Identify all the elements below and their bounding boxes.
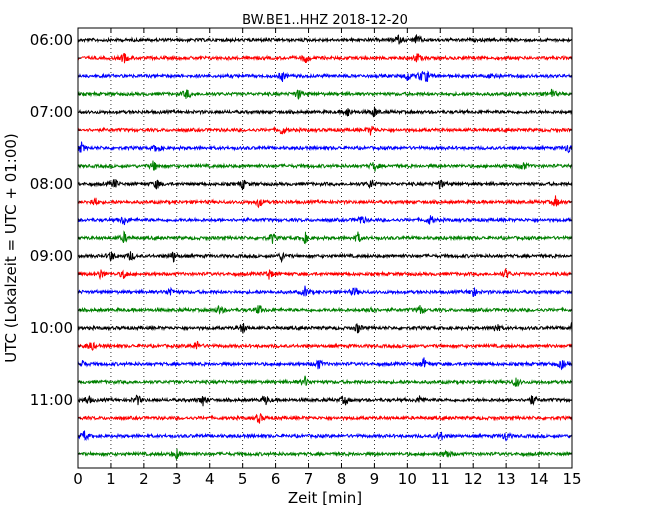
trace-1000 <box>77 322 573 334</box>
vertical-grid <box>110 28 540 468</box>
y-tick-label-5: 11:00 <box>30 391 73 409</box>
y-tick-label-1: 07:00 <box>30 103 73 121</box>
y-axis-label: UTC (Lokalzeit = UTC + 01:00) <box>2 133 20 363</box>
trace-1045 <box>77 375 573 388</box>
trace-0845 <box>77 230 573 245</box>
x-tick-label-7: 7 <box>304 470 314 488</box>
x-axis-label: Zeit [min] <box>288 489 362 507</box>
x-tick-label-15: 15 <box>562 470 581 488</box>
trace-0730 <box>77 141 573 154</box>
x-tick-label-11: 11 <box>431 470 450 488</box>
trace-0600 <box>77 33 573 45</box>
trace-1030 <box>77 357 572 371</box>
trace-0615 <box>77 52 573 64</box>
x-tick-label-2: 2 <box>139 470 149 488</box>
trace-0815 <box>77 195 573 209</box>
trace-1145 <box>77 448 573 460</box>
x-tick-label-13: 13 <box>497 470 516 488</box>
x-tick-label-6: 6 <box>271 470 281 488</box>
trace-0930 <box>77 285 573 298</box>
seismogram-traces <box>77 33 573 460</box>
trace-0700 <box>77 106 573 118</box>
trace-0915 <box>77 267 573 281</box>
x-tick-label-1: 1 <box>106 470 116 488</box>
y-axis-ticks: 06:00 07:00 08:00 09:00 10:00 11:00 <box>30 31 572 455</box>
y-tick-label-0: 06:00 <box>30 31 73 49</box>
y-tick-label-2: 08:00 <box>30 175 73 193</box>
trace-0900 <box>77 251 573 264</box>
trace-0830 <box>77 215 573 226</box>
plot-frame <box>77 27 573 469</box>
trace-0945 <box>77 305 573 315</box>
x-tick-label-4: 4 <box>205 470 215 488</box>
x-tick-label-12: 12 <box>464 470 483 488</box>
trace-1115 <box>77 412 573 424</box>
trace-1015 <box>77 340 573 351</box>
trace-0645 <box>77 88 573 100</box>
x-tick-label-10: 10 <box>398 470 417 488</box>
x-tick-label-5: 5 <box>238 470 248 488</box>
trace-0800 <box>77 179 573 191</box>
y-tick-label-4: 10:00 <box>30 319 73 337</box>
x-tick-label-3: 3 <box>172 470 182 488</box>
x-tick-label-9: 9 <box>370 470 380 488</box>
trace-0715 <box>77 125 573 136</box>
x-axis-ticks: 0 1 2 3 4 5 6 7 8 9 10 11 12 13 14 15 <box>73 28 582 488</box>
chart-title: BW.BE1..HHZ 2018-12-20 <box>242 13 408 28</box>
trace-1100 <box>77 394 573 407</box>
x-tick-label-8: 8 <box>337 470 347 488</box>
trace-1130 <box>77 430 573 442</box>
y-tick-label-3: 09:00 <box>30 247 73 265</box>
trace-0630 <box>77 70 573 83</box>
x-tick-label-0: 0 <box>73 470 83 488</box>
trace-0745 <box>77 160 573 172</box>
x-tick-label-14: 14 <box>530 470 549 488</box>
plot-background <box>78 28 572 468</box>
